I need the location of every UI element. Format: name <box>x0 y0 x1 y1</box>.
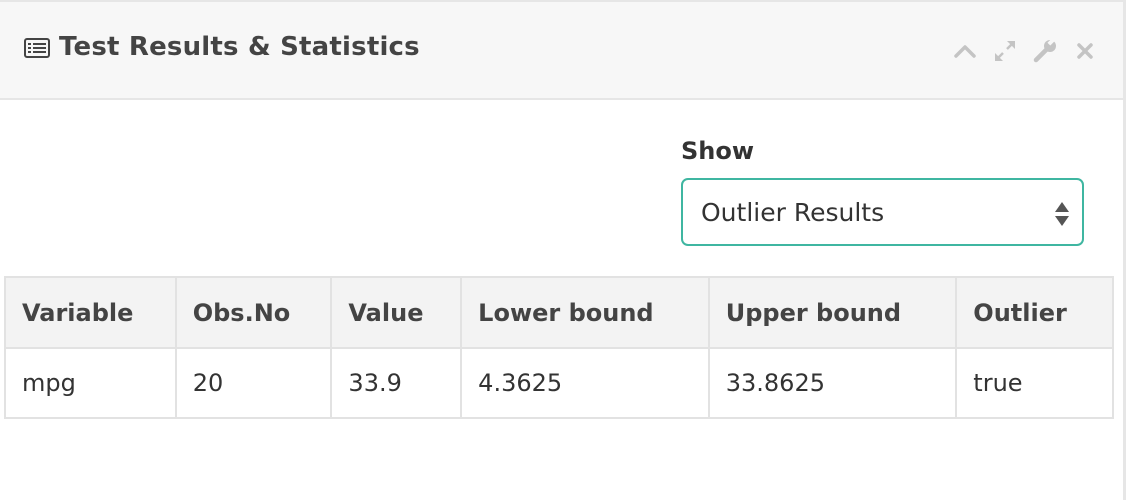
cell-upper-bound: 33.8625 <box>707 347 958 419</box>
cell-lower-bound: 4.3625 <box>460 347 710 419</box>
table-row: mpg 20 33.9 4.3625 33.8625 true <box>4 347 1114 419</box>
wrench-icon[interactable] <box>1031 37 1059 65</box>
close-icon[interactable] <box>1071 37 1099 65</box>
select-arrows-icon <box>1054 200 1070 228</box>
panel-title: Test Results & Statistics <box>59 32 420 62</box>
show-select[interactable]: Outlier Results <box>681 178 1084 246</box>
column-header-upper-bound[interactable]: Upper bound <box>707 276 958 349</box>
show-label: Show <box>681 137 755 165</box>
column-header-lower-bound[interactable]: Lower bound <box>460 276 710 349</box>
panel-toolbar <box>951 36 1099 66</box>
fullscreen-icon[interactable] <box>991 37 1019 65</box>
results-table: Variable Obs.No Value Lower bound Upper … <box>4 276 1114 419</box>
cell-obs-no: 20 <box>174 347 333 419</box>
column-header-variable[interactable]: Variable <box>4 276 177 349</box>
cell-outlier: true <box>955 347 1114 419</box>
column-header-outlier[interactable]: Outlier <box>955 276 1114 349</box>
cell-value: 33.9 <box>330 347 463 419</box>
cell-variable: mpg <box>4 347 177 419</box>
column-header-obs-no[interactable]: Obs.No <box>174 276 333 349</box>
column-header-value[interactable]: Value <box>330 276 463 349</box>
collapse-icon[interactable] <box>951 37 979 65</box>
panel-header: Test Results & Statistics <box>0 2 1123 100</box>
show-select-value: Outlier Results <box>701 198 885 227</box>
table-header-row: Variable Obs.No Value Lower bound Upper … <box>4 276 1114 349</box>
list-alt-icon <box>24 38 50 58</box>
